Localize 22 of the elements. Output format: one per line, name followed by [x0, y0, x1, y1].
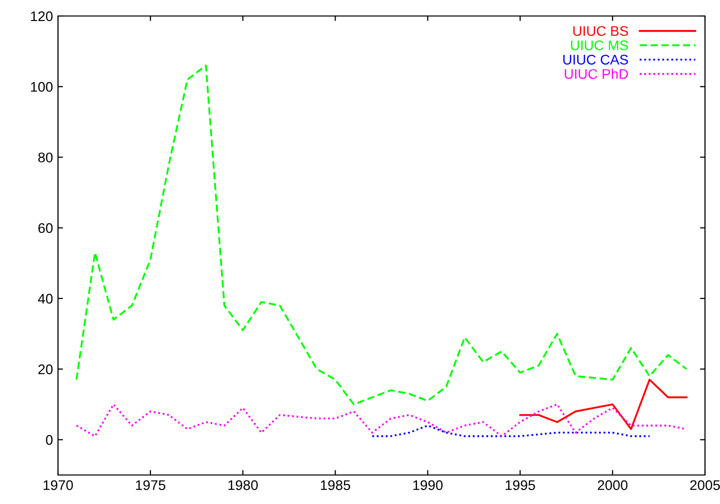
y-tick-label: 120 — [31, 11, 53, 22]
line-series — [519, 378, 688, 430]
x-tick-label: 1980 — [228, 480, 258, 490]
legend-label: UIUC PhD — [564, 68, 628, 79]
y-tick-label: 60 — [38, 223, 53, 234]
x-tick-label: 1970 — [44, 480, 73, 490]
y-tick-label: 80 — [38, 152, 53, 162]
y-tick-label: 20 — [38, 364, 53, 374]
x-tick-label: 1985 — [320, 480, 350, 490]
x-tick-label: 2000 — [598, 480, 628, 490]
x-tick-label: 1975 — [136, 480, 166, 490]
y-tick-label: 100 — [31, 82, 53, 92]
line-series — [76, 64, 688, 406]
legend-label: UIUC BS — [573, 26, 628, 36]
y-tick-label: 0 — [46, 435, 53, 445]
line-series — [371, 424, 650, 438]
legend-label: UIUC CAS — [563, 54, 628, 65]
legend-label: UIUC MS — [571, 40, 628, 50]
x-tick-label: 2005 — [690, 480, 720, 490]
x-tick-label: 1995 — [506, 480, 536, 490]
x-tick-label: 1990 — [413, 480, 443, 490]
y-tick-label: 40 — [38, 294, 53, 304]
